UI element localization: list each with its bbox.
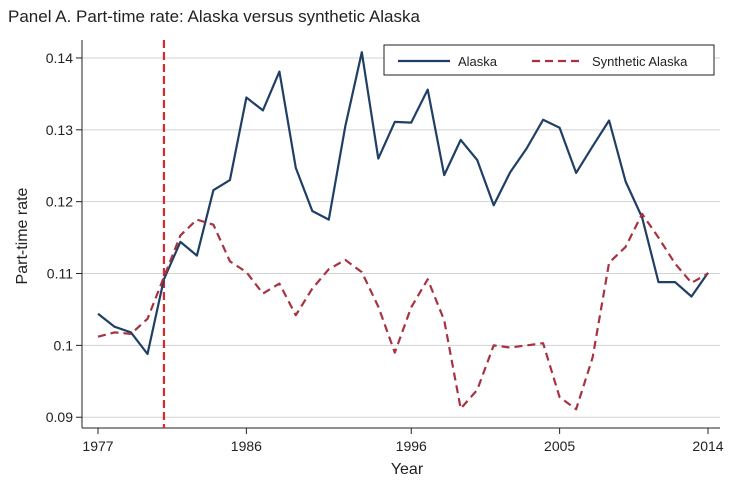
y-tick-label: 0.11 [47, 266, 73, 282]
y-tick-label: 0.09 [46, 409, 73, 425]
x-axis-ticks: 1977 1986 1996 2005 2014 [82, 428, 724, 454]
x-tick-label: 2014 [692, 438, 723, 454]
x-tick-label: 1996 [396, 438, 427, 454]
x-tick-label: 1986 [231, 438, 262, 454]
x-tick-label: 1977 [82, 438, 113, 454]
series-lines [97, 51, 709, 411]
chart-title: Panel A. Part-time rate: Alaska versus s… [8, 7, 421, 26]
legend-label-alaska: Alaska [458, 54, 498, 69]
x-tick-label: 2005 [544, 438, 575, 454]
legend-label-synthetic-alaska: Synthetic Alaska [592, 54, 688, 69]
x-axis-label: Year [391, 461, 424, 478]
series-line-alaska [97, 51, 709, 356]
y-tick-label: 0.13 [46, 122, 73, 138]
series-line-synthetic-alaska [97, 212, 709, 411]
y-tick-label: 0.1 [54, 337, 74, 353]
y-tick-label: 0.14 [46, 50, 73, 66]
legend: Alaska Synthetic Alaska [383, 44, 715, 76]
axes [81, 40, 720, 429]
y-axis-ticks: 0.09 0.1 0.11 0.12 0.13 0.14 [46, 50, 82, 425]
grid [82, 57, 720, 418]
y-tick-label: 0.12 [46, 194, 73, 210]
y-axis-label: Part-time rate [14, 187, 31, 284]
